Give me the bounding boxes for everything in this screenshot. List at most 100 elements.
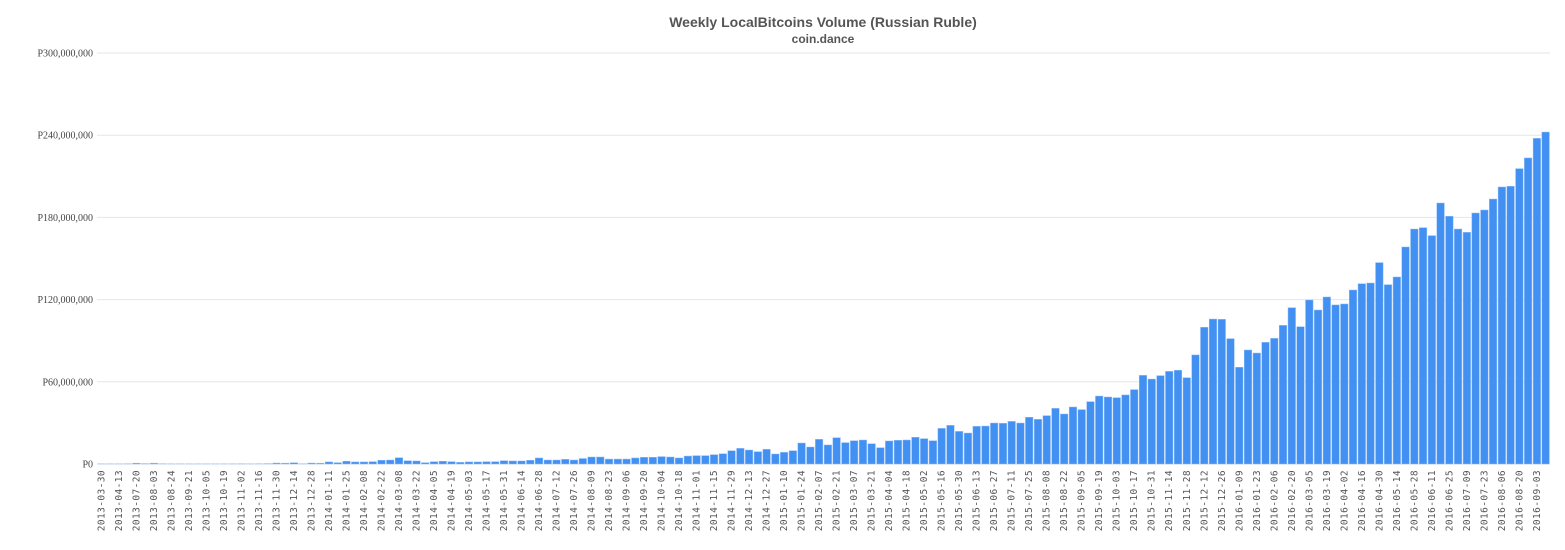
bar-2015-02-21[interactable] xyxy=(832,437,841,465)
bar-2014-08-02[interactable] xyxy=(578,458,587,465)
bar-2014-05-31[interactable] xyxy=(500,460,509,465)
bar-2014-05-03[interactable] xyxy=(464,461,474,465)
bar-2015-05-16[interactable] xyxy=(937,428,946,465)
bar-2014-02-15[interactable] xyxy=(368,461,377,465)
bar-2016-01-09[interactable] xyxy=(1235,367,1244,465)
bar-2016-02-13[interactable] xyxy=(1279,325,1288,465)
bar-2014-07-12[interactable] xyxy=(552,459,561,465)
bar-2015-05-02[interactable] xyxy=(920,438,929,465)
bar-2015-07-18[interactable] xyxy=(1016,422,1025,465)
bar-2015-07-04[interactable] xyxy=(998,423,1007,465)
bar-2016-08-06[interactable] xyxy=(1497,186,1506,465)
bar-2016-05-14[interactable] xyxy=(1392,276,1401,465)
bar-2015-06-13[interactable] xyxy=(972,426,981,465)
bar-2014-07-05[interactable] xyxy=(543,459,552,465)
bar-2014-02-08[interactable] xyxy=(359,461,368,465)
bar-2015-11-21[interactable] xyxy=(1173,370,1183,465)
bar-2015-04-25[interactable] xyxy=(911,437,920,465)
bar-2016-01-02[interactable] xyxy=(1226,338,1235,465)
bar-2013-11-30[interactable] xyxy=(272,462,281,465)
bar-2014-06-21[interactable] xyxy=(526,460,535,465)
bar-2015-01-10[interactable] xyxy=(780,452,789,465)
bar-2014-01-11[interactable] xyxy=(324,461,333,465)
bar-2016-03-19[interactable] xyxy=(1322,296,1331,465)
bar-2016-04-30[interactable] xyxy=(1375,262,1384,465)
bar-2015-08-15[interactable] xyxy=(1051,408,1060,465)
bar-2015-09-12[interactable] xyxy=(1086,401,1095,465)
bar-2015-07-11[interactable] xyxy=(1007,421,1016,465)
bar-2015-09-19[interactable] xyxy=(1095,395,1104,465)
bar-2016-03-05[interactable] xyxy=(1305,299,1314,465)
bar-2016-06-11[interactable] xyxy=(1427,235,1436,465)
bar-2016-07-16[interactable] xyxy=(1471,212,1480,465)
bar-2014-01-18[interactable] xyxy=(333,462,342,465)
bar-2015-09-05[interactable] xyxy=(1077,409,1086,465)
bar-2015-10-03[interactable] xyxy=(1112,397,1121,465)
bar-2015-11-07[interactable] xyxy=(1156,375,1165,465)
bar-2016-05-28[interactable] xyxy=(1410,228,1419,465)
bar-2016-07-30[interactable] xyxy=(1489,198,1498,465)
bar-2016-06-18[interactable] xyxy=(1436,202,1445,465)
bar-2015-01-24[interactable] xyxy=(797,442,806,465)
bar-2016-04-23[interactable] xyxy=(1366,282,1375,465)
bar-2016-01-23[interactable] xyxy=(1252,352,1261,465)
bar-2015-08-29[interactable] xyxy=(1068,406,1077,465)
bar-2014-12-13[interactable] xyxy=(745,449,754,465)
bar-2014-12-20[interactable] xyxy=(753,451,762,465)
bar-2016-04-09[interactable] xyxy=(1349,289,1358,465)
bar-2015-12-26[interactable] xyxy=(1217,319,1226,465)
bar-2015-07-25[interactable] xyxy=(1025,417,1034,465)
bar-2014-07-19[interactable] xyxy=(561,459,570,465)
bar-2015-10-17[interactable] xyxy=(1130,389,1139,465)
bar-2016-01-16[interactable] xyxy=(1244,349,1253,465)
bar-2016-06-25[interactable] xyxy=(1445,216,1454,465)
bar-2013-12-14[interactable] xyxy=(289,462,298,465)
bar-2015-06-06[interactable] xyxy=(963,432,972,465)
bar-2014-08-30[interactable] xyxy=(613,458,622,465)
bar-2015-03-07[interactable] xyxy=(850,440,859,465)
bar-2014-11-08[interactable] xyxy=(701,455,710,465)
bar-2016-07-23[interactable] xyxy=(1480,209,1489,465)
bar-2013-12-28[interactable] xyxy=(307,462,316,465)
bar-2015-03-28[interactable] xyxy=(876,447,885,465)
bar-2014-03-01[interactable] xyxy=(386,459,395,465)
bar-2015-04-18[interactable] xyxy=(902,439,911,465)
bar-2015-01-31[interactable] xyxy=(806,446,815,465)
bar-2013-07-20[interactable] xyxy=(132,462,141,465)
bar-2015-11-14[interactable] xyxy=(1165,371,1174,465)
bar-2015-11-28[interactable] xyxy=(1182,377,1191,465)
bar-2016-05-21[interactable] xyxy=(1401,246,1410,465)
bar-2014-05-24[interactable] xyxy=(491,461,500,465)
bar-2014-03-29[interactable] xyxy=(421,462,430,465)
bar-2016-05-07[interactable] xyxy=(1384,284,1393,465)
bar-2016-03-26[interactable] xyxy=(1331,304,1340,465)
bar-2014-05-17[interactable] xyxy=(482,461,491,465)
bar-2014-08-16[interactable] xyxy=(596,456,605,465)
bar-2014-12-06[interactable] xyxy=(736,448,745,465)
bar-2016-08-13[interactable] xyxy=(1506,186,1515,465)
bar-2015-04-11[interactable] xyxy=(893,440,902,465)
bar-2015-05-09[interactable] xyxy=(928,440,937,465)
bar-2014-07-26[interactable] xyxy=(570,459,579,465)
bar-2016-09-03[interactable] xyxy=(1532,138,1541,465)
bar-2015-06-27[interactable] xyxy=(990,422,999,465)
bar-2015-12-05[interactable] xyxy=(1191,354,1200,465)
bar-2016-07-09[interactable] xyxy=(1462,232,1471,465)
bar-2014-01-25[interactable] xyxy=(342,461,351,465)
bar-2016-04-02[interactable] xyxy=(1340,303,1349,465)
bar-2014-04-05[interactable] xyxy=(429,461,439,465)
bar-2015-09-26[interactable] xyxy=(1103,396,1112,465)
bar-2016-08-27[interactable] xyxy=(1524,157,1533,465)
bar-2016-07-02[interactable] xyxy=(1454,228,1463,465)
bar-2014-11-15[interactable] xyxy=(710,454,719,465)
bar-2014-06-07[interactable] xyxy=(508,460,517,465)
bar-2014-03-15[interactable] xyxy=(403,460,412,465)
bar-2015-10-10[interactable] xyxy=(1121,394,1130,465)
bar-2015-01-03[interactable] xyxy=(771,453,780,465)
bar-2014-10-11[interactable] xyxy=(666,456,675,465)
bar-2014-10-18[interactable] xyxy=(675,457,684,465)
bar-2016-02-20[interactable] xyxy=(1287,307,1296,465)
bar-2015-01-17[interactable] xyxy=(788,450,797,465)
bar-2015-12-19[interactable] xyxy=(1208,318,1218,465)
bar-2014-04-12[interactable] xyxy=(438,461,447,465)
